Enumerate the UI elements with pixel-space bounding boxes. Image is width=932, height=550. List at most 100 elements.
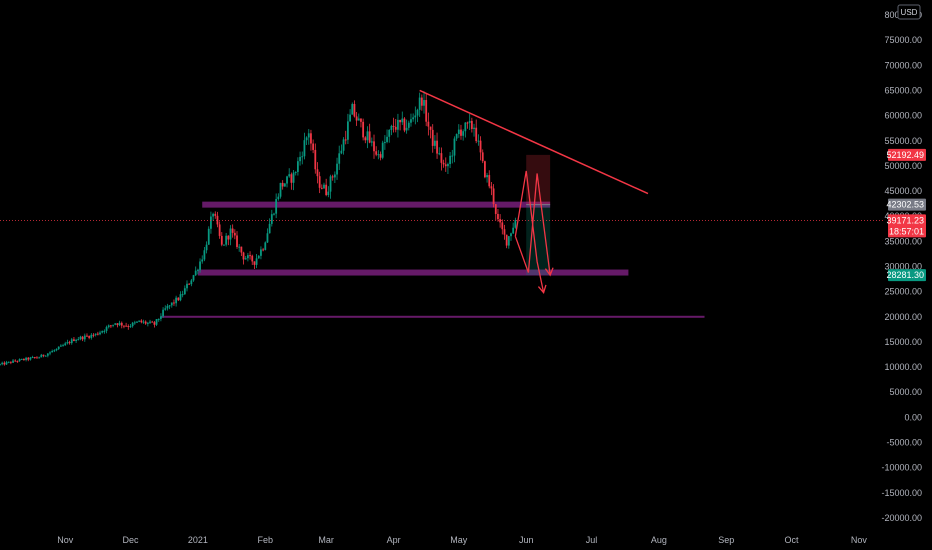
candle-body — [473, 127, 475, 129]
price-label-bg — [888, 198, 926, 211]
candle-body — [18, 359, 21, 362]
candle-body — [223, 244, 225, 246]
projection-arrow-2 — [514, 170, 545, 293]
currency-badge[interactable]: USD — [897, 4, 921, 20]
candle-body — [364, 137, 367, 141]
candle-body — [353, 103, 356, 117]
candle-body — [499, 219, 502, 223]
candle-body — [68, 342, 71, 344]
candle-body — [268, 223, 271, 234]
candle-body — [142, 321, 145, 323]
candle-body — [25, 357, 27, 360]
currency-label: USD — [901, 8, 918, 17]
time-tick-label: Nov — [851, 535, 868, 545]
candle-body — [73, 339, 75, 341]
candle-body — [260, 249, 262, 256]
candle-body — [49, 352, 51, 354]
trendline — [419, 89, 649, 195]
price-label: 52192.49 — [886, 150, 924, 160]
candle-body — [481, 152, 484, 162]
candle-body — [507, 236, 510, 246]
candle-body — [514, 220, 517, 228]
candle-body — [233, 232, 236, 236]
candle-body — [457, 129, 460, 135]
candle-body — [418, 97, 421, 110]
candle-body — [442, 162, 445, 165]
candle-body — [312, 143, 315, 150]
candle-body — [412, 117, 415, 120]
candle-body — [503, 229, 506, 235]
candle-body — [1, 362, 4, 365]
candle-body — [16, 361, 19, 363]
candle-body — [373, 141, 375, 152]
candle-body — [370, 141, 373, 143]
candle-body — [29, 357, 32, 360]
candle-body — [70, 339, 73, 344]
candle-body — [183, 288, 186, 295]
candle-body — [257, 255, 260, 259]
candle-body — [444, 164, 447, 167]
candle-body — [240, 246, 243, 253]
candle-body — [127, 325, 130, 327]
candle-body — [401, 118, 404, 123]
candle-body — [501, 222, 504, 230]
candle-body — [497, 213, 499, 220]
candle-body — [238, 246, 241, 248]
candle-body — [486, 175, 488, 178]
candle-body — [20, 358, 23, 360]
candle-body — [475, 127, 478, 142]
price-label: 28281.30 — [886, 270, 924, 280]
candle-body — [225, 235, 228, 245]
price-tick-label: 0.00 — [904, 412, 922, 422]
candle-body — [57, 346, 60, 349]
candle-body — [403, 118, 406, 131]
candle-body — [464, 122, 467, 132]
candle-body — [283, 183, 286, 187]
candle-body — [386, 136, 388, 143]
candle-body — [277, 196, 280, 200]
candle-body — [105, 327, 108, 331]
projection-arrow-2-head — [537, 284, 547, 294]
candle-body — [214, 213, 217, 216]
candle-body — [173, 302, 175, 304]
candle-body — [340, 150, 343, 154]
time-tick-label: May — [450, 535, 468, 545]
candle-body — [390, 125, 393, 130]
candle-body — [196, 269, 199, 271]
candle-body — [51, 350, 54, 353]
time-tick-label: Oct — [784, 535, 799, 545]
time-axis[interactable]: Nov Dec 2021 Feb Mar Apr May Jun Jul Aug Sep Oct Nov — [57, 535, 867, 545]
candle-body — [107, 325, 110, 328]
time-tick-label: Apr — [387, 535, 401, 545]
candle-body — [453, 138, 456, 156]
candle-body — [286, 176, 288, 184]
candle-body — [379, 154, 382, 158]
candle-body — [455, 134, 458, 139]
candle-body — [181, 294, 184, 296]
price-tick-label: 10000.00 — [884, 362, 922, 372]
candle-body — [303, 140, 306, 157]
candle-body — [488, 175, 491, 187]
candle-body — [207, 228, 210, 245]
candle-body — [218, 224, 221, 236]
candle-body — [410, 119, 412, 123]
price-axis[interactable]: 80000.0075000.0070000.0065000.0060000.00… — [881, 10, 922, 523]
candle-body — [392, 125, 395, 127]
candle-body — [75, 339, 78, 341]
candle-body — [342, 139, 345, 151]
candle-body — [40, 354, 43, 358]
price-label-bg — [888, 148, 926, 161]
candle-body — [7, 361, 10, 363]
price-tick-label: 25000.00 — [884, 287, 922, 297]
candle-body — [220, 235, 223, 245]
candle-body — [416, 109, 419, 116]
time-tick-label: Aug — [651, 535, 667, 545]
price-tick-label: 50000.00 — [884, 161, 922, 171]
candle-body — [88, 336, 91, 338]
candle-body — [492, 188, 495, 205]
candle-body — [296, 161, 299, 172]
candle-body — [431, 129, 434, 146]
candle-body — [79, 336, 82, 340]
candle-body — [320, 187, 323, 189]
